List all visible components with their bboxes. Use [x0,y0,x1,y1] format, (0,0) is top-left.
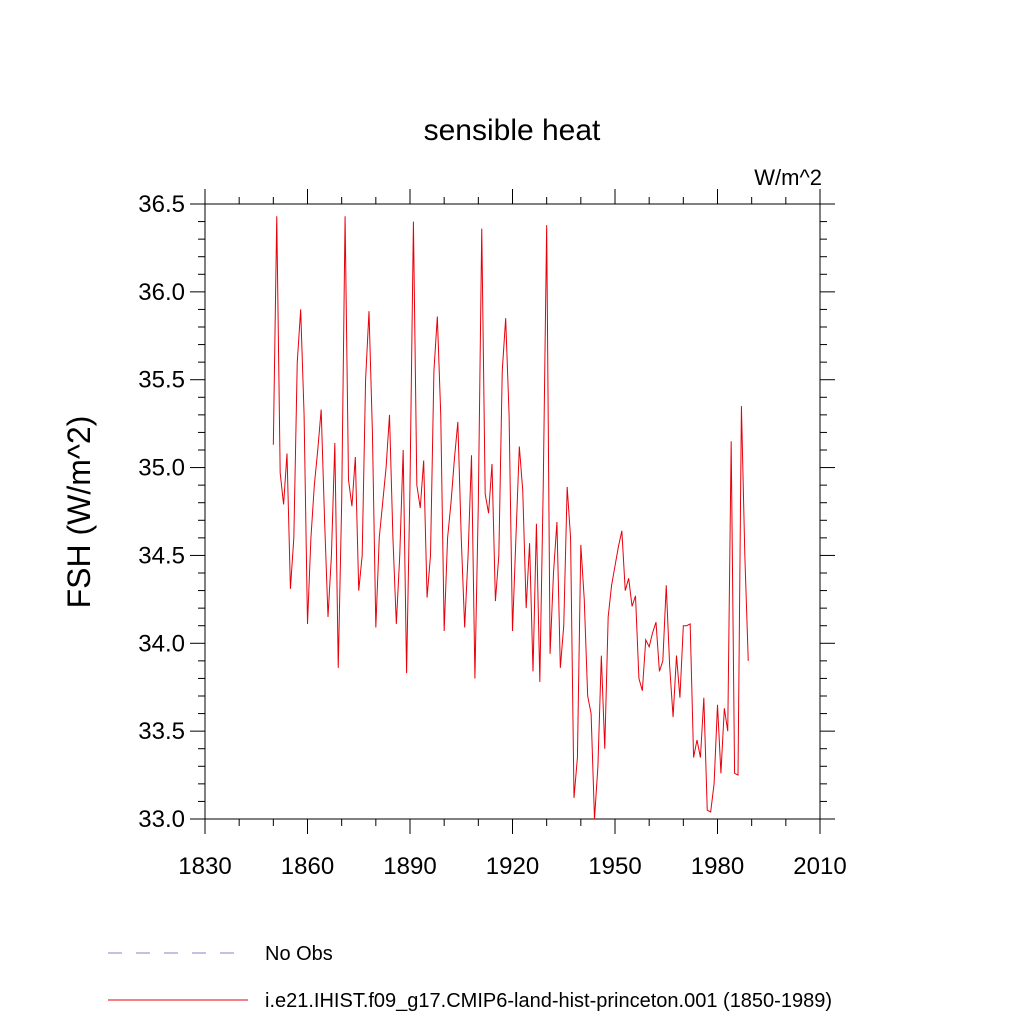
y-tick-label: 36.5 [138,191,185,218]
y-tick-label: 35.0 [138,455,185,482]
x-tick-label: 2010 [793,853,846,880]
y-axis-label: FSH (W/m^2) [61,416,97,609]
data-line [272,216,749,820]
legend-label: i.e21.IHIST.f09_g17.CMIP6-land-hist-prin… [265,990,832,1012]
y-tick-label: 35.5 [138,367,185,394]
x-tick-label: 1830 [178,853,231,880]
y-tick-label: 34.5 [138,542,185,569]
legend-label: No Obs [265,943,333,965]
y-tick-label: 34.0 [138,630,185,657]
y-tick-label: 33.0 [138,806,185,833]
units-label: W/m^2 [754,165,822,190]
y-tick-label: 36.0 [138,279,185,306]
chart-title: sensible heat [424,114,601,147]
y-tick-label: 33.5 [138,718,185,745]
x-tick-label: 1920 [486,853,539,880]
x-tick-label: 1980 [691,853,744,880]
x-tick-label: 1950 [588,853,641,880]
x-tick-label: 1860 [281,853,334,880]
x-tick-label: 1890 [383,853,436,880]
